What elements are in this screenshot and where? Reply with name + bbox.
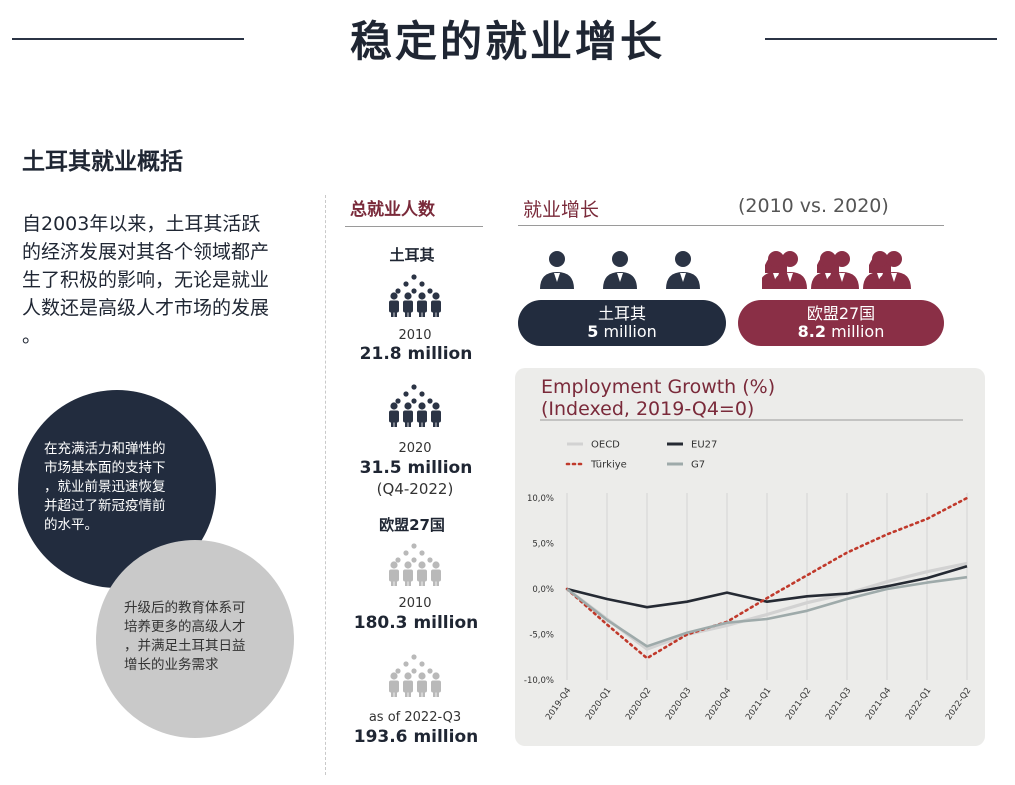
eu-2010-year: 2010: [398, 596, 432, 611]
light-circle-text: 升级后的教育体系可 培养更多的高级人才 ，并满足土耳其日益 增长的业务需求: [124, 599, 284, 675]
header-rule-right: [765, 38, 997, 40]
x-tick-label: 2020-Q4: [704, 686, 733, 722]
legend-label: OECD: [591, 440, 620, 451]
x-tick-label: 2022-Q1: [904, 686, 933, 722]
x-tick-label: 2020-Q3: [664, 686, 693, 722]
light-circle-line: 升级后的教育体系可: [124, 600, 246, 616]
chart-panel: [515, 368, 985, 746]
dark-circle-line: 在充满活力和弹性的: [44, 441, 166, 457]
intro-line: 自2003年以来，土耳其活跃: [22, 213, 261, 235]
total-employment-underline: [345, 226, 483, 227]
turkey-people-icon: [540, 251, 700, 289]
section-subtitle: 土耳其就业概括: [22, 149, 183, 175]
total-employment-heading: 总就业人数: [350, 200, 435, 220]
intro-line: 人数还是高级人才市场的发展: [22, 297, 270, 319]
intro-text: 自2003年以来，土耳其活跃 的经济发展对其各个领域都产 生了积极的影响，无论是…: [22, 210, 312, 350]
turkey-2020-total: 31.5 million: [336, 458, 496, 478]
growth-period: (2010 vs. 2020): [738, 195, 889, 217]
intro-line: 的经济发展对其各个领域都产: [22, 241, 270, 263]
turkey-growth-pill: 土耳其 5 million: [518, 300, 726, 346]
turkey-2020-value: 31.5: [359, 458, 402, 478]
x-tick-label: 2019-Q4: [544, 686, 573, 722]
y-tick-label: 0,0%: [532, 585, 554, 595]
y-tick-label: -10,0%: [524, 676, 554, 686]
legend-label: Türkiye: [590, 460, 627, 471]
unit: million: [603, 322, 657, 341]
series-line-eu27: [566, 565, 968, 609]
turkey-2010-crowd-icon: [389, 274, 441, 317]
unit: million: [413, 613, 479, 633]
turkey-growth-label: 土耳其: [597, 304, 646, 323]
legend-label: EU27: [691, 440, 717, 451]
eu-2022-value: 193.6: [353, 727, 408, 747]
header-rule-left: [12, 38, 244, 40]
legend-label: G7: [691, 460, 705, 471]
growth-heading: 就业增长: [523, 199, 600, 221]
turkey-2010-year: 2010: [398, 328, 432, 343]
turkey-label: 土耳其: [389, 246, 435, 264]
turkey-2020-crowd-icon: [389, 384, 441, 427]
x-tick-label: 2020-Q2: [624, 686, 653, 722]
dark-circle-line: 并超过了新冠疫情前: [44, 498, 166, 514]
eu-label: 欧盟27国: [379, 516, 445, 534]
series-line-oecd: [566, 561, 968, 651]
x-tick-label: 2020-Q1: [584, 686, 613, 722]
light-circle-line: 增长的业务需求: [124, 657, 219, 673]
growth-underline: [518, 225, 944, 226]
eu-2022-year: as of 2022-Q3: [368, 710, 462, 725]
column-divider: [325, 195, 326, 775]
y-tick-label: 5,0%: [532, 540, 554, 550]
turkey-2020-note: (Q4-2022): [376, 480, 454, 498]
chart-title-line-1: Employment Growth (%): [541, 376, 776, 398]
eu-people-icon: [762, 251, 911, 289]
intro-line: 。: [22, 325, 42, 347]
series-line-t-rkiye: [565, 496, 969, 660]
page-title: 稳定的就业增长: [349, 17, 665, 66]
x-tick-label: 2021-Q3: [824, 686, 853, 722]
x-tick-label: 2021-Q2: [784, 686, 813, 722]
chart-title-line-2: (Indexed, 2019-Q4=0): [541, 398, 755, 420]
unit: million: [407, 344, 473, 364]
turkey-growth-value: 5: [587, 322, 599, 341]
light-circle-line: 培养更多的高级人才: [124, 619, 246, 635]
eu-growth-pill: 欧盟27国 8.2 million: [738, 300, 944, 346]
eu-2022-total: 193.6 million: [336, 727, 496, 747]
eu-2010-value: 180.3: [353, 613, 408, 633]
light-circle-line: ，并满足土耳其日益: [124, 638, 246, 654]
y-tick-label: 10,0%: [527, 494, 554, 504]
unit: million: [831, 322, 885, 341]
turkey-2010-value: 21.8: [359, 344, 402, 364]
series-line-g7: [566, 575, 968, 648]
dark-circle-line: ，就业前景迅速恢复: [44, 479, 166, 495]
eu-2010-crowd-icon: [389, 543, 441, 586]
unit: million: [407, 458, 473, 478]
dark-circle-line: 的水平。: [44, 517, 98, 533]
employment-growth-chart: 10,0% 5,0% 0,0% -5,0% -10,0%2019-Q4 2020-Q1 20…: [524, 419, 973, 722]
dark-circle-line: 市场基本面的支持下: [44, 460, 166, 476]
unit: million: [413, 727, 479, 747]
eu-growth-total: 8.2 million: [738, 323, 944, 341]
eu-growth-value: 8.2: [797, 322, 826, 341]
intro-line: 生了积极的影响，无论是就业: [22, 269, 270, 291]
eu-2010-total: 180.3 million: [336, 613, 496, 633]
y-tick-label: -5,0%: [529, 631, 554, 641]
turkey-growth-total: 5 million: [518, 323, 726, 341]
eu-growth-label: 欧盟27国: [806, 304, 876, 323]
x-tick-label: 2021-Q4: [864, 686, 893, 722]
eu-2022-crowd-icon: [389, 654, 441, 697]
x-tick-label: 2021-Q1: [744, 686, 773, 722]
dark-circle-text: 在充满活力和弹性的 市场基本面的支持下 ，就业前景迅速恢复 并超过了新冠疫情前 …: [44, 440, 204, 535]
turkey-2010-total: 21.8 million: [336, 344, 496, 364]
x-tick-label: 2022-Q2: [944, 686, 973, 722]
light-circle: [96, 540, 294, 738]
turkey-2020-year: 2020: [398, 441, 432, 456]
